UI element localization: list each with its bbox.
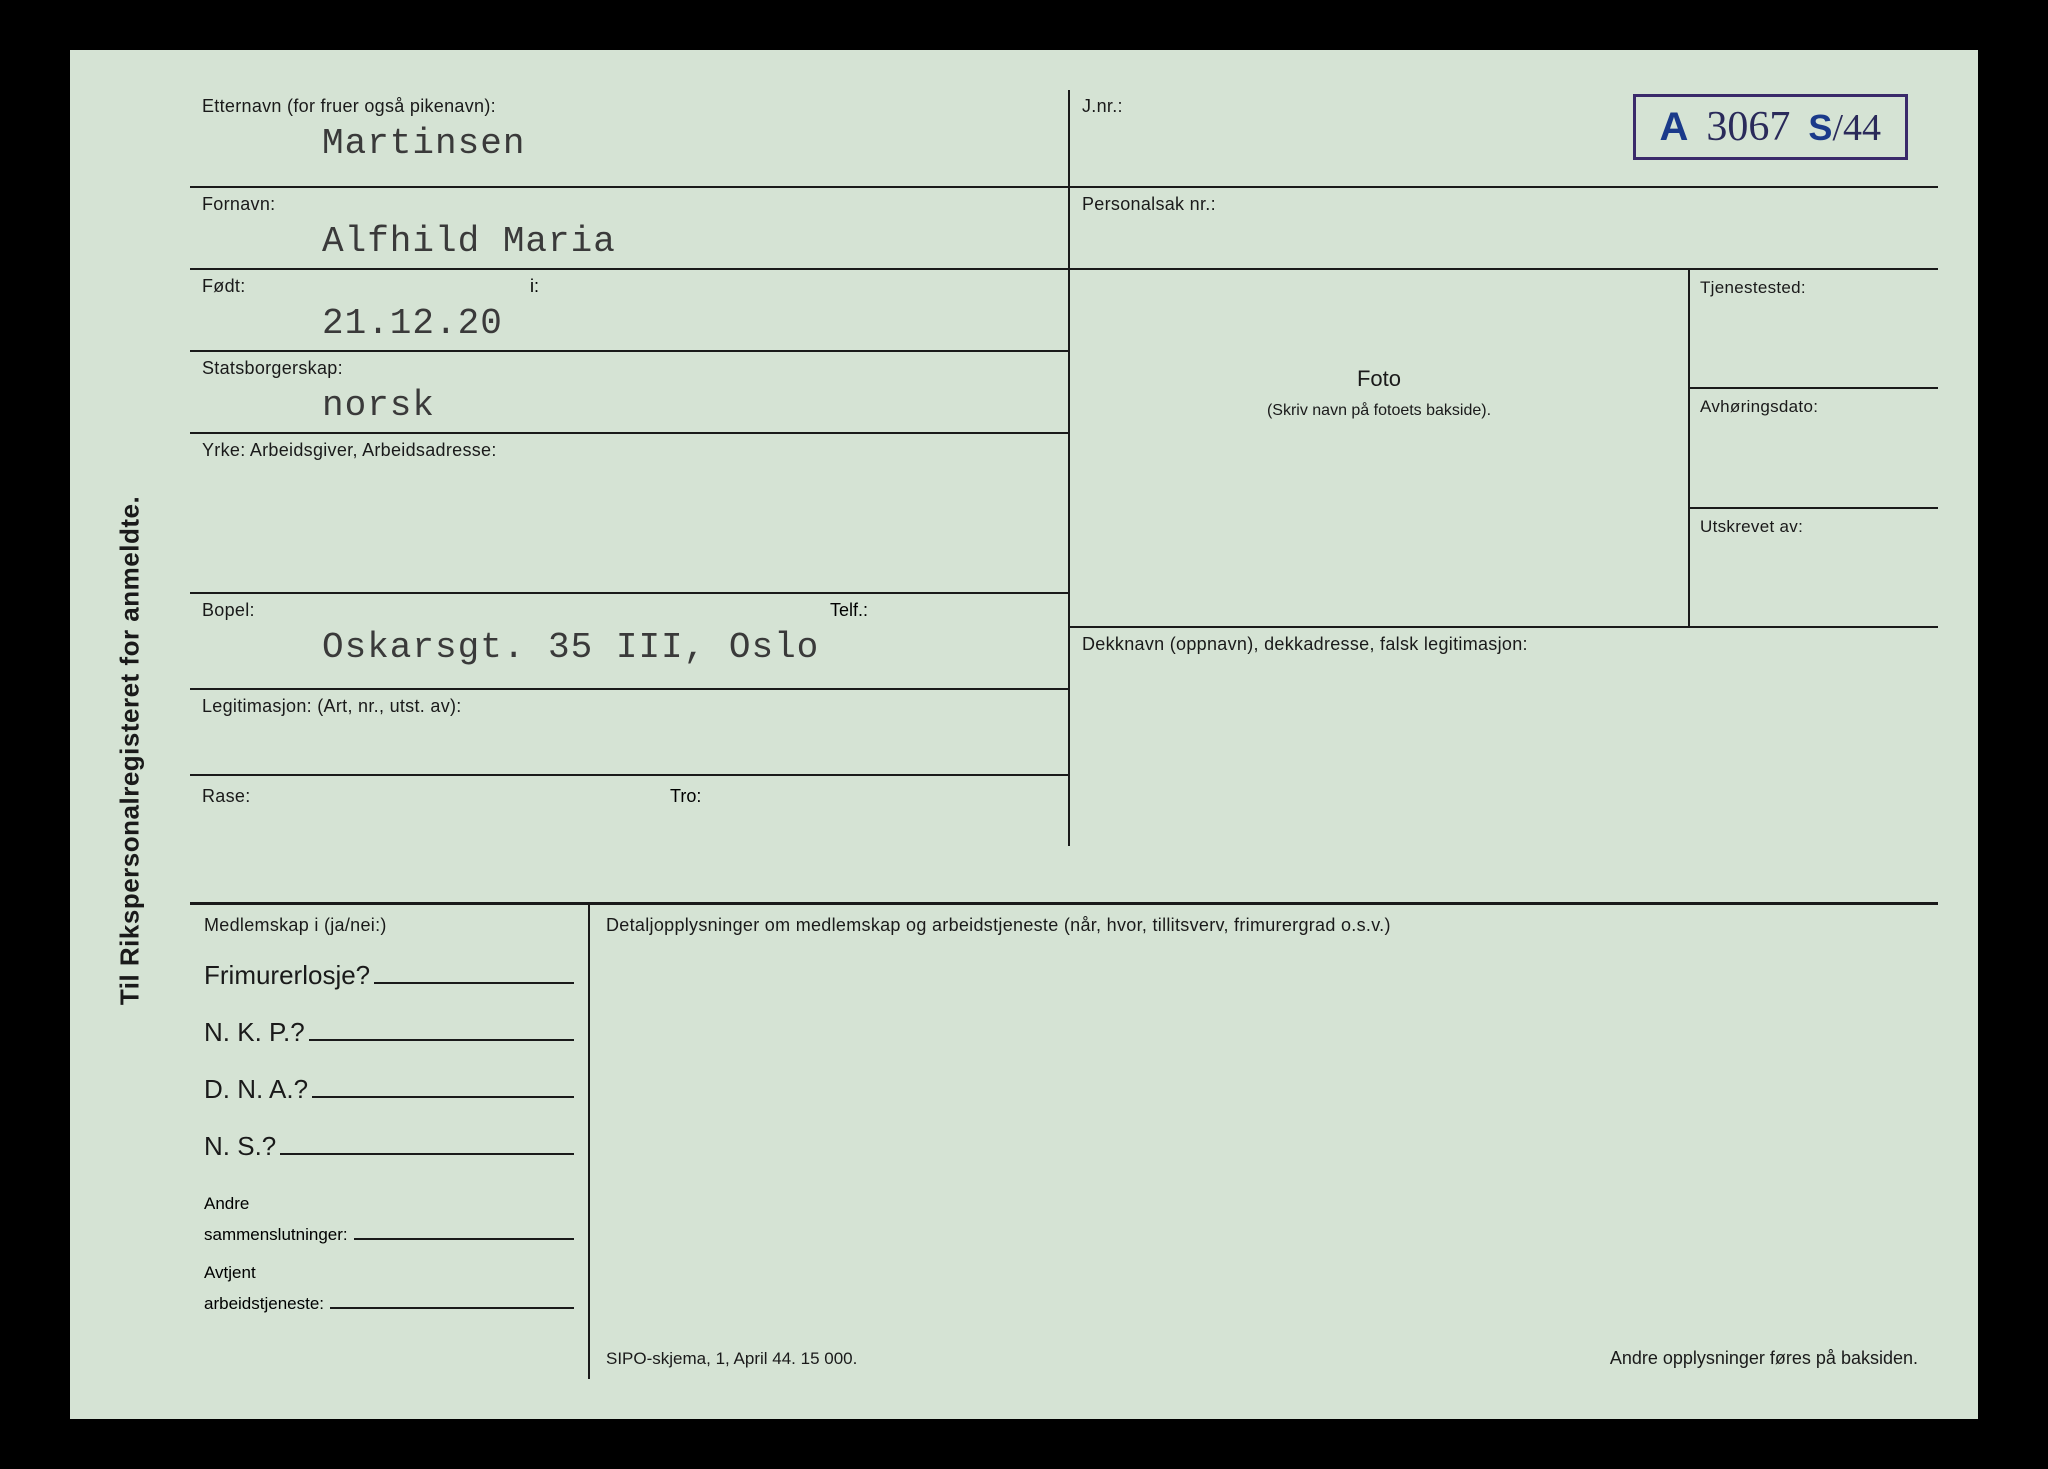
field-legitimasjon: Legitimasjon: (Art, nr., utst. av): — [190, 688, 1070, 774]
label-detalj: Detaljopplysninger om medlemskap og arbe… — [606, 915, 1922, 936]
label-dekknavn: Dekknavn (oppnavn), dekkadresse, falsk l… — [1082, 634, 1926, 655]
label-fodt: Født: — [202, 276, 1056, 297]
label-andre-oppl: Andre opplysninger føres på baksiden. — [1610, 1348, 1918, 1369]
label-bopel: Bopel: — [202, 600, 1056, 621]
label-dna: D. N. A.? — [204, 1074, 308, 1105]
membership-panel: Medlemskap i (ja/nei:) Frimurerlosje? N.… — [190, 905, 590, 1380]
foto-placeholder: Foto (Skriv navn på fotoets bakside). — [1082, 276, 1676, 420]
left-column: Etternavn (for fruer også pikenavn): Mar… — [190, 90, 1070, 902]
stamp-box: A 3067 S/44 — [1633, 94, 1908, 160]
label-avtjent2: arbeidstjeneste: — [204, 1294, 324, 1314]
field-rase: Rase: Tro: — [190, 774, 1070, 846]
field-avhoringsdato: Avhøringsdato: — [1688, 387, 1938, 506]
label-ns: N. S.? — [204, 1131, 276, 1162]
field-tjenestested: Tjenestested: — [1688, 268, 1938, 387]
mem-avtjent: Avtjent arbeidstjeneste: — [204, 1263, 574, 1314]
value-fodt: 21.12.20 — [202, 297, 1056, 346]
underline — [354, 1214, 574, 1240]
value-bopel: Oskarsgt. 35 III, Oslo — [202, 621, 1056, 670]
label-rase: Rase: — [202, 782, 1056, 807]
right-upper-grid: J.nr.: A 3067 S/44 Personalsak nr.: — [1070, 90, 1938, 626]
field-utskrevet: Utskrevet av: — [1688, 507, 1938, 626]
stamp-s: S — [1808, 107, 1832, 148]
label-statsborgerskap: Statsborgerskap: — [202, 358, 1056, 379]
right-column: J.nr.: A 3067 S/44 Personalsak nr.: — [1070, 90, 1938, 902]
page-frame: Til Rikspersonalregisteret for anmeldte.… — [0, 0, 2048, 1469]
mem-nkp: N. K. P.? — [204, 1015, 574, 1048]
field-yrke: Yrke: Arbeidsgiver, Arbeidsadresse: — [190, 432, 1070, 592]
stamp-year: 44 — [1843, 107, 1881, 149]
registration-card: Til Rikspersonalregisteret for anmeldte.… — [70, 50, 1978, 1419]
underline — [374, 958, 574, 984]
label-andre1: Andre — [204, 1194, 574, 1214]
label-foto-sub: (Skriv navn på fotoets bakside). — [1082, 402, 1676, 420]
label-andre2: sammenslutninger: — [204, 1225, 348, 1245]
stamp-slash: / — [1832, 107, 1843, 149]
label-legitimasjon: Legitimasjon: (Art, nr., utst. av): — [202, 696, 1056, 717]
stamp-number: 3067 — [1706, 103, 1790, 151]
label-sipo: SIPO-skjema, 1, April 44. 15 000. — [606, 1349, 857, 1369]
label-fornavn: Fornavn: — [202, 194, 1056, 215]
mem-ns: N. S.? — [204, 1129, 574, 1162]
field-jnr: J.nr.: A 3067 S/44 — [1070, 90, 1938, 186]
field-fodt: Født: i: 21.12.20 — [190, 268, 1070, 350]
label-tjenestested: Tjenestested: — [1700, 278, 1928, 298]
field-foto: Foto (Skriv navn på fotoets bakside). — [1070, 268, 1688, 626]
label-nkp: N. K. P.? — [204, 1017, 305, 1048]
field-fornavn: Fornavn: Alfhild Maria — [190, 186, 1070, 268]
mem-frimurer: Frimurerlosje? — [204, 958, 574, 991]
value-statsborgerskap: norsk — [202, 379, 1056, 428]
underline — [312, 1072, 574, 1098]
bottom-section: Medlemskap i (ja/nei:) Frimurerlosje? N.… — [190, 902, 1938, 1380]
field-bopel: Bopel: Telf.: Oskarsgt. 35 III, Oslo — [190, 592, 1070, 688]
label-personalsak: Personalsak nr.: — [1082, 194, 1926, 215]
right-small-column: Tjenestested: Avhøringsdato: Utskrevet a… — [1688, 268, 1938, 626]
underline — [309, 1015, 574, 1041]
underline — [280, 1129, 574, 1155]
details-panel: Detaljopplysninger om medlemskap og arbe… — [590, 905, 1938, 1380]
mem-andre-sammen: Andre sammenslutninger: — [204, 1194, 574, 1245]
stamp-letter: A — [1660, 105, 1689, 150]
mem-dna: D. N. A.? — [204, 1072, 574, 1105]
field-personalsak: Personalsak nr.: — [1070, 186, 1938, 268]
label-telf: Telf.: — [830, 600, 868, 621]
value-fornavn: Alfhild Maria — [202, 215, 1056, 264]
label-frimurer: Frimurerlosje? — [204, 960, 370, 991]
underline — [330, 1283, 574, 1309]
value-etternavn: Martinsen — [202, 117, 1056, 166]
vertical-title: Til Rikspersonalregisteret for anmeldte. — [115, 495, 146, 1004]
field-etternavn: Etternavn (for fruer også pikenavn): Mar… — [190, 90, 1070, 186]
label-foto: Foto — [1082, 366, 1676, 392]
form-grid: Etternavn (for fruer også pikenavn): Mar… — [190, 90, 1938, 1379]
label-tro: Tro: — [670, 786, 701, 807]
label-utskrevet: Utskrevet av: — [1700, 517, 1928, 537]
label-avhoringsdato: Avhøringsdato: — [1700, 397, 1928, 417]
field-dekknavn: Dekknavn (oppnavn), dekkadresse, falsk l… — [1070, 626, 1938, 902]
label-yrke: Yrke: Arbeidsgiver, Arbeidsadresse: — [202, 440, 1056, 461]
label-fodt-i: i: — [530, 276, 539, 297]
label-avtjent1: Avtjent — [204, 1263, 574, 1283]
field-statsborgerskap: Statsborgerskap: norsk — [190, 350, 1070, 432]
label-etternavn: Etternavn (for fruer også pikenavn): — [202, 96, 1056, 117]
label-medlemskap: Medlemskap i (ja/nei:) — [204, 915, 574, 936]
